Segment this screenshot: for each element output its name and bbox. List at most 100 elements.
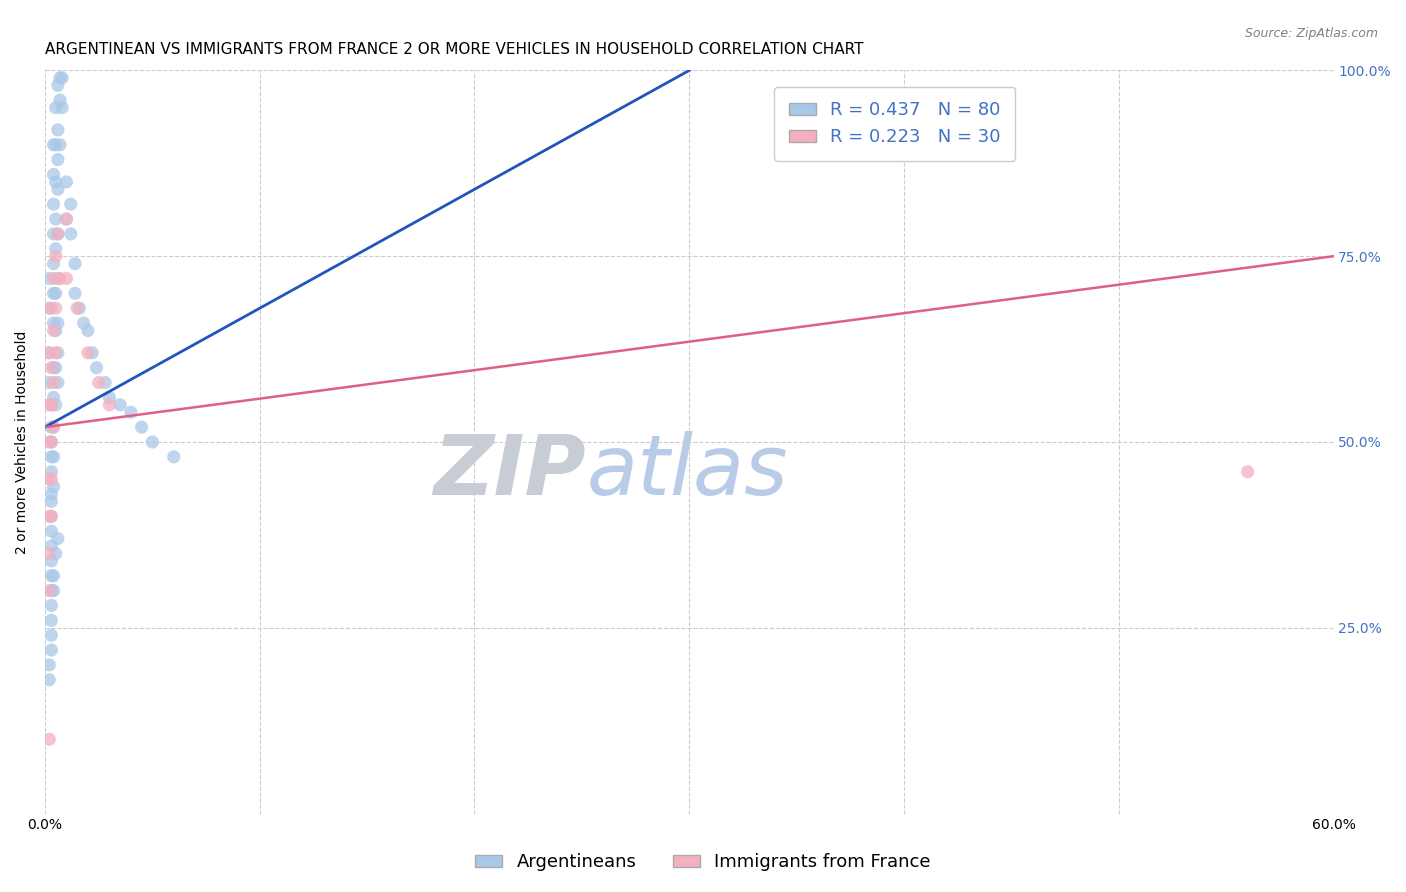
Point bbox=[41, 509, 63, 524]
Point bbox=[46, 182, 69, 196]
Point bbox=[59, 227, 82, 241]
Point bbox=[86, 360, 108, 375]
Point bbox=[41, 434, 63, 449]
Point bbox=[41, 398, 63, 412]
Point bbox=[41, 539, 63, 553]
Point bbox=[42, 286, 65, 301]
Point bbox=[51, 101, 73, 115]
Point bbox=[46, 532, 69, 546]
Point bbox=[42, 257, 65, 271]
Point bbox=[41, 398, 63, 412]
Point bbox=[59, 197, 82, 211]
Point bbox=[66, 301, 89, 316]
Point bbox=[87, 376, 110, 390]
Point bbox=[55, 271, 77, 285]
Point bbox=[41, 568, 63, 582]
Point bbox=[45, 249, 67, 263]
Point bbox=[46, 123, 69, 137]
Point bbox=[38, 583, 60, 598]
Legend: R = 0.437   N = 80, R = 0.223   N = 30: R = 0.437 N = 80, R = 0.223 N = 30 bbox=[775, 87, 1015, 161]
Point bbox=[42, 450, 65, 464]
Point bbox=[45, 175, 67, 189]
Point bbox=[55, 212, 77, 227]
Point bbox=[45, 398, 67, 412]
Point bbox=[63, 257, 86, 271]
Point bbox=[77, 324, 100, 338]
Point bbox=[42, 583, 65, 598]
Point bbox=[38, 301, 60, 316]
Point bbox=[45, 546, 67, 560]
Point bbox=[46, 316, 69, 330]
Point bbox=[42, 316, 65, 330]
Point bbox=[42, 360, 65, 375]
Point bbox=[94, 376, 117, 390]
Point bbox=[41, 434, 63, 449]
Point bbox=[49, 137, 72, 152]
Point bbox=[46, 227, 69, 241]
Point bbox=[108, 398, 131, 412]
Point bbox=[46, 153, 69, 167]
Point bbox=[46, 78, 69, 93]
Point bbox=[49, 271, 72, 285]
Point bbox=[42, 420, 65, 434]
Point bbox=[49, 93, 72, 107]
Point bbox=[38, 398, 60, 412]
Point bbox=[49, 70, 72, 85]
Legend: Argentineans, Immigrants from France: Argentineans, Immigrants from France bbox=[468, 847, 938, 879]
Point bbox=[77, 346, 100, 360]
Point bbox=[45, 212, 67, 227]
Point bbox=[131, 420, 153, 434]
Point bbox=[82, 346, 104, 360]
Point bbox=[55, 175, 77, 189]
Point bbox=[41, 472, 63, 486]
Point bbox=[41, 628, 63, 642]
Point bbox=[41, 613, 63, 627]
Point bbox=[38, 376, 60, 390]
Point bbox=[42, 568, 65, 582]
Point bbox=[41, 554, 63, 568]
Point bbox=[98, 391, 121, 405]
Point bbox=[120, 405, 142, 419]
Point bbox=[45, 301, 67, 316]
Point bbox=[41, 599, 63, 613]
Point bbox=[42, 376, 65, 390]
Point bbox=[38, 657, 60, 672]
Point bbox=[41, 509, 63, 524]
Text: Source: ZipAtlas.com: Source: ZipAtlas.com bbox=[1244, 27, 1378, 40]
Point bbox=[45, 286, 67, 301]
Point bbox=[38, 472, 60, 486]
Point bbox=[45, 346, 67, 360]
Point bbox=[1236, 465, 1258, 479]
Point bbox=[38, 346, 60, 360]
Point bbox=[42, 197, 65, 211]
Point bbox=[51, 70, 73, 85]
Point bbox=[41, 487, 63, 501]
Point bbox=[41, 465, 63, 479]
Point bbox=[38, 673, 60, 687]
Point bbox=[46, 376, 69, 390]
Text: atlas: atlas bbox=[586, 431, 787, 512]
Point bbox=[42, 479, 65, 493]
Point bbox=[38, 546, 60, 560]
Point bbox=[45, 101, 67, 115]
Point bbox=[41, 583, 63, 598]
Point bbox=[38, 271, 60, 285]
Point bbox=[42, 324, 65, 338]
Point bbox=[45, 242, 67, 256]
Point bbox=[45, 324, 67, 338]
Point bbox=[41, 450, 63, 464]
Text: ZIP: ZIP bbox=[433, 431, 586, 512]
Point bbox=[42, 271, 65, 285]
Point bbox=[63, 286, 86, 301]
Point bbox=[42, 227, 65, 241]
Point bbox=[38, 434, 60, 449]
Point bbox=[46, 271, 69, 285]
Y-axis label: 2 or more Vehicles in Household: 2 or more Vehicles in Household bbox=[15, 330, 30, 554]
Point bbox=[98, 398, 121, 412]
Text: ARGENTINEAN VS IMMIGRANTS FROM FRANCE 2 OR MORE VEHICLES IN HOUSEHOLD CORRELATIO: ARGENTINEAN VS IMMIGRANTS FROM FRANCE 2 … bbox=[45, 42, 863, 57]
Point bbox=[42, 168, 65, 182]
Point bbox=[55, 212, 77, 227]
Point bbox=[42, 420, 65, 434]
Point bbox=[38, 732, 60, 747]
Point bbox=[41, 524, 63, 538]
